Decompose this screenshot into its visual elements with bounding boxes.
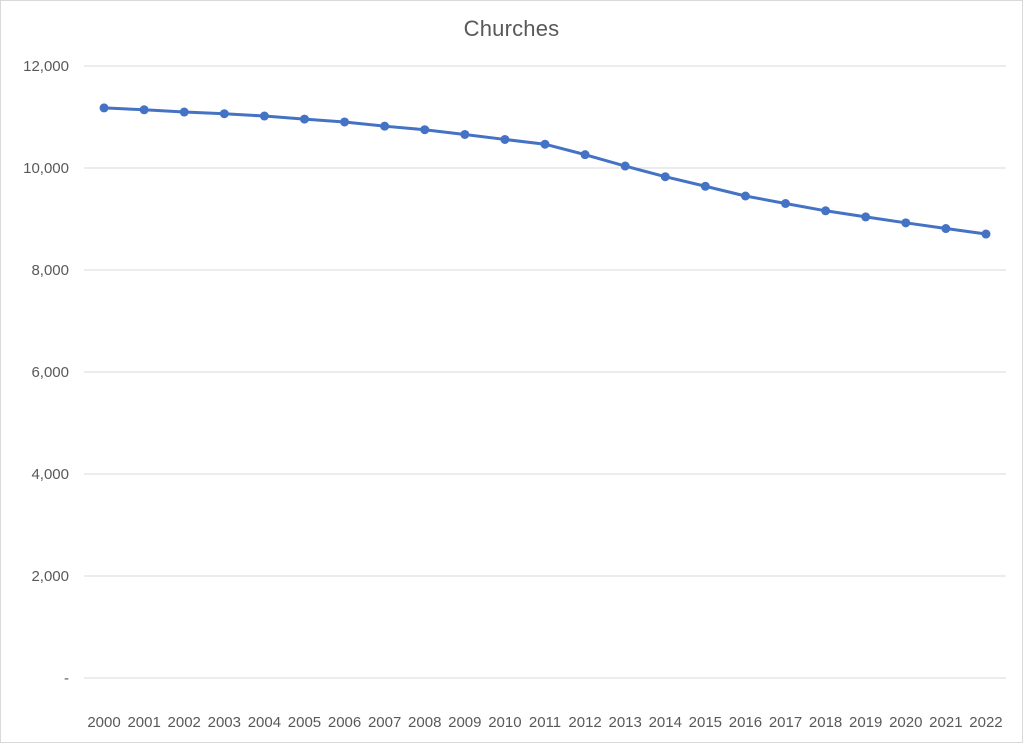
- y-axis-tick-label: 2,000: [31, 568, 69, 585]
- x-axis-tick-label: 2003: [208, 714, 241, 731]
- data-point-marker: [99, 103, 109, 113]
- y-axis-tick-label: 4,000: [31, 466, 69, 483]
- data-point-marker: [259, 111, 269, 121]
- y-axis-tick-label: 8,000: [31, 262, 69, 279]
- x-axis-tick-label: 2019: [849, 714, 882, 731]
- data-point-marker: [660, 172, 670, 182]
- x-axis-tick-label: 2001: [127, 714, 160, 731]
- chart-title: Churches: [463, 16, 560, 41]
- data-point-marker: [139, 105, 149, 115]
- x-axis-tick-label: 2015: [689, 714, 722, 731]
- x-axis-tick-label: 2010: [488, 714, 521, 731]
- data-point-marker: [540, 139, 550, 149]
- x-axis-tick-label: 2014: [649, 714, 682, 731]
- y-axis-tick-label: 10,000: [23, 160, 69, 177]
- data-point-marker: [901, 218, 911, 228]
- x-axis-tick-label: 2022: [969, 714, 1002, 731]
- x-axis-tick-label: 2016: [729, 714, 762, 731]
- x-axis-tick-label: 2002: [168, 714, 201, 731]
- x-axis-tick-label: 2018: [809, 714, 842, 731]
- x-axis-tick-label: 2013: [608, 714, 641, 731]
- data-point-marker: [380, 121, 390, 131]
- data-point-marker: [340, 117, 350, 127]
- y-axis-tick-label: 6,000: [31, 364, 69, 381]
- data-point-marker: [219, 109, 229, 119]
- data-point-marker: [500, 134, 510, 144]
- x-axis-tick-label: 2008: [408, 714, 441, 731]
- x-axis-tick-label: 2011: [529, 714, 561, 731]
- x-axis-tick-label: 2006: [328, 714, 361, 731]
- data-point-marker: [299, 114, 309, 124]
- x-axis-tick-label: 2017: [769, 714, 802, 731]
- y-axis-tick-label: -: [64, 670, 69, 687]
- x-axis-tick-label: 2000: [87, 714, 120, 731]
- data-point-marker: [460, 129, 470, 139]
- x-axis-tick-label: 2005: [288, 714, 321, 731]
- data-point-marker: [781, 198, 791, 208]
- x-axis-tick-label: 2004: [248, 714, 281, 731]
- data-point-marker: [580, 150, 590, 160]
- data-point-marker: [981, 229, 991, 239]
- x-axis-tick-label: 2009: [448, 714, 481, 731]
- data-point-marker: [740, 191, 750, 201]
- data-point-marker: [941, 224, 951, 234]
- data-point-marker: [700, 181, 710, 191]
- data-point-marker: [179, 107, 189, 117]
- x-axis-tick-label: 2021: [929, 714, 962, 731]
- data-point-marker: [420, 125, 430, 135]
- data-point-marker: [620, 161, 630, 171]
- x-axis-tick-label: 2007: [368, 714, 401, 731]
- x-axis-tick-label: 2020: [889, 714, 922, 731]
- data-point-marker: [821, 206, 831, 216]
- data-point-marker: [861, 212, 871, 222]
- y-axis-tick-label: 12,000: [23, 58, 69, 75]
- x-axis-tick-label: 2012: [568, 714, 601, 731]
- data-line: [102, 106, 988, 236]
